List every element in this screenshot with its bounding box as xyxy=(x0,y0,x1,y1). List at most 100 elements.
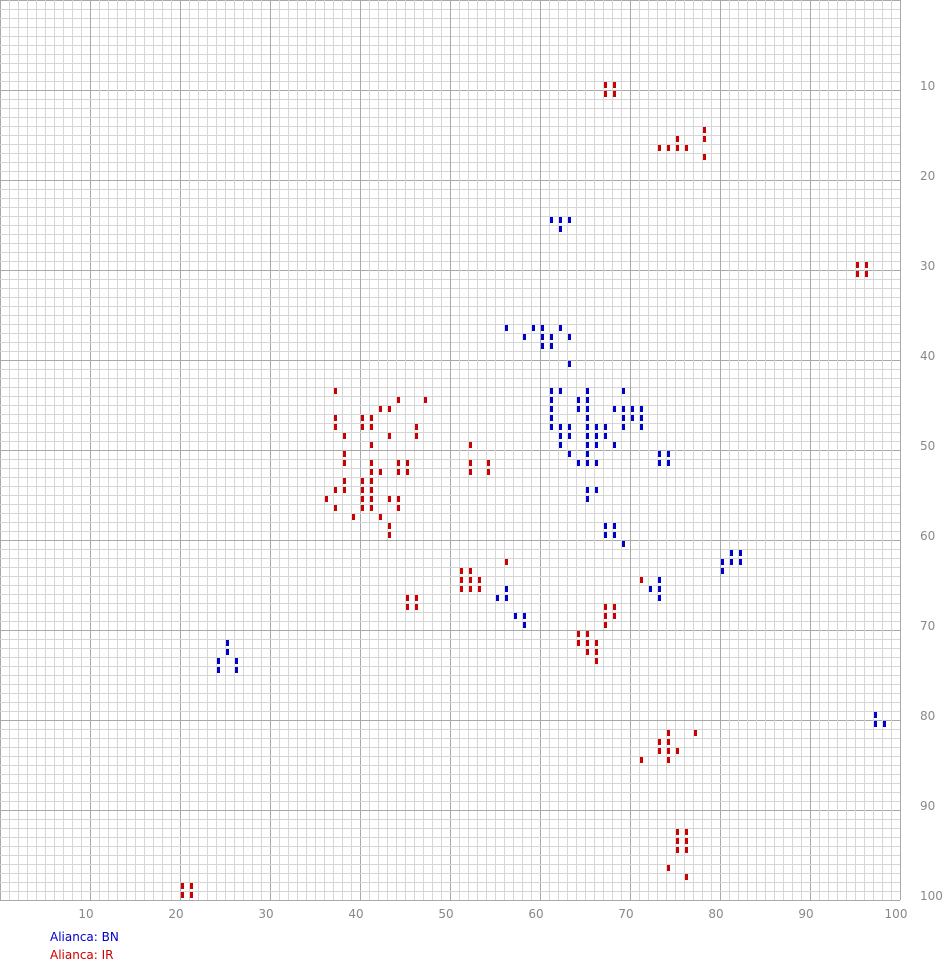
map-cell[interactable] xyxy=(613,604,616,610)
map-cell[interactable] xyxy=(577,640,580,646)
map-cell[interactable] xyxy=(667,145,670,151)
map-cell[interactable] xyxy=(505,595,508,601)
map-cell[interactable] xyxy=(595,658,598,664)
map-cell[interactable] xyxy=(856,262,859,268)
map-cell[interactable] xyxy=(577,631,580,637)
map-cell[interactable] xyxy=(586,424,589,430)
map-cell[interactable] xyxy=(613,91,616,97)
map-cell[interactable] xyxy=(676,136,679,142)
map-cell[interactable] xyxy=(586,451,589,457)
map-cell[interactable] xyxy=(352,514,355,520)
map-cell[interactable] xyxy=(721,559,724,565)
map-cell[interactable] xyxy=(676,748,679,754)
map-cell[interactable] xyxy=(667,460,670,466)
map-cell[interactable] xyxy=(181,883,184,889)
map-cell[interactable] xyxy=(586,442,589,448)
map-cell[interactable] xyxy=(577,406,580,412)
map-cell[interactable] xyxy=(388,523,391,529)
map-cell[interactable] xyxy=(568,334,571,340)
map-cell[interactable] xyxy=(415,433,418,439)
map-cell[interactable] xyxy=(622,541,625,547)
map-cell[interactable] xyxy=(595,649,598,655)
map-cell[interactable] xyxy=(343,487,346,493)
map-cell[interactable] xyxy=(397,505,400,511)
map-cell[interactable] xyxy=(577,460,580,466)
map-cell[interactable] xyxy=(388,532,391,538)
map-cell[interactable] xyxy=(334,487,337,493)
map-cell[interactable] xyxy=(667,730,670,736)
map-cell[interactable] xyxy=(559,325,562,331)
map-cell[interactable] xyxy=(334,505,337,511)
map-cell[interactable] xyxy=(406,595,409,601)
map-cell[interactable] xyxy=(370,442,373,448)
map-cell[interactable] xyxy=(604,82,607,88)
map-cell[interactable] xyxy=(595,460,598,466)
map-cell[interactable] xyxy=(604,424,607,430)
map-cell[interactable] xyxy=(325,496,328,502)
map-cell[interactable] xyxy=(235,658,238,664)
map-cell[interactable] xyxy=(406,604,409,610)
map-cell[interactable] xyxy=(865,271,868,277)
map-cell[interactable] xyxy=(388,406,391,412)
map-cell[interactable] xyxy=(361,496,364,502)
map-cell[interactable] xyxy=(388,496,391,502)
map-cell[interactable] xyxy=(415,424,418,430)
map-cell[interactable] xyxy=(361,505,364,511)
map-cell[interactable] xyxy=(379,406,382,412)
map-cell[interactable] xyxy=(586,496,589,502)
map-cell[interactable] xyxy=(676,838,679,844)
map-cell[interactable] xyxy=(586,487,589,493)
map-cell[interactable] xyxy=(631,406,634,412)
map-cell[interactable] xyxy=(568,433,571,439)
map-cell[interactable] xyxy=(595,487,598,493)
map-cell[interactable] xyxy=(550,424,553,430)
map-cell[interactable] xyxy=(217,667,220,673)
map-cell[interactable] xyxy=(334,415,337,421)
map-cell[interactable] xyxy=(703,136,706,142)
map-cell[interactable] xyxy=(586,640,589,646)
map-cell[interactable] xyxy=(640,757,643,763)
map-cell[interactable] xyxy=(181,892,184,898)
map-cell[interactable] xyxy=(505,325,508,331)
map-cell[interactable] xyxy=(721,568,724,574)
map-cell[interactable] xyxy=(235,667,238,673)
map-cell[interactable] xyxy=(370,415,373,421)
map-cell[interactable] xyxy=(613,523,616,529)
map-cell[interactable] xyxy=(622,424,625,430)
map-cell[interactable] xyxy=(586,631,589,637)
map-cell[interactable] xyxy=(577,397,580,403)
map-cell[interactable] xyxy=(640,424,643,430)
map-cell[interactable] xyxy=(613,82,616,88)
map-cell[interactable] xyxy=(370,469,373,475)
map-cell[interactable] xyxy=(685,874,688,880)
map-cell[interactable] xyxy=(622,388,625,394)
map-cell[interactable] xyxy=(676,829,679,835)
map-cell[interactable] xyxy=(505,559,508,565)
map-cell[interactable] xyxy=(226,649,229,655)
map-cell[interactable] xyxy=(694,730,697,736)
map-cell[interactable] xyxy=(541,343,544,349)
map-cell[interactable] xyxy=(658,586,661,592)
map-cell[interactable] xyxy=(568,361,571,367)
map-cell[interactable] xyxy=(667,865,670,871)
map-cell[interactable] xyxy=(370,424,373,430)
map-cell[interactable] xyxy=(658,145,661,151)
map-cell[interactable] xyxy=(667,757,670,763)
map-cell[interactable] xyxy=(586,415,589,421)
map-cell[interactable] xyxy=(604,91,607,97)
map-cell[interactable] xyxy=(541,325,544,331)
map-cell[interactable] xyxy=(649,586,652,592)
map-cell[interactable] xyxy=(730,559,733,565)
map-cell[interactable] xyxy=(361,487,364,493)
map-cell[interactable] xyxy=(469,460,472,466)
map-cell[interactable] xyxy=(559,217,562,223)
map-cell[interactable] xyxy=(388,433,391,439)
map-cell[interactable] xyxy=(550,343,553,349)
map-cell[interactable] xyxy=(613,406,616,412)
map-cell[interactable] xyxy=(469,469,472,475)
map-cell[interactable] xyxy=(361,415,364,421)
map-cell[interactable] xyxy=(343,433,346,439)
map-cell[interactable] xyxy=(487,460,490,466)
map-cell[interactable] xyxy=(685,145,688,151)
map-cell[interactable] xyxy=(478,577,481,583)
